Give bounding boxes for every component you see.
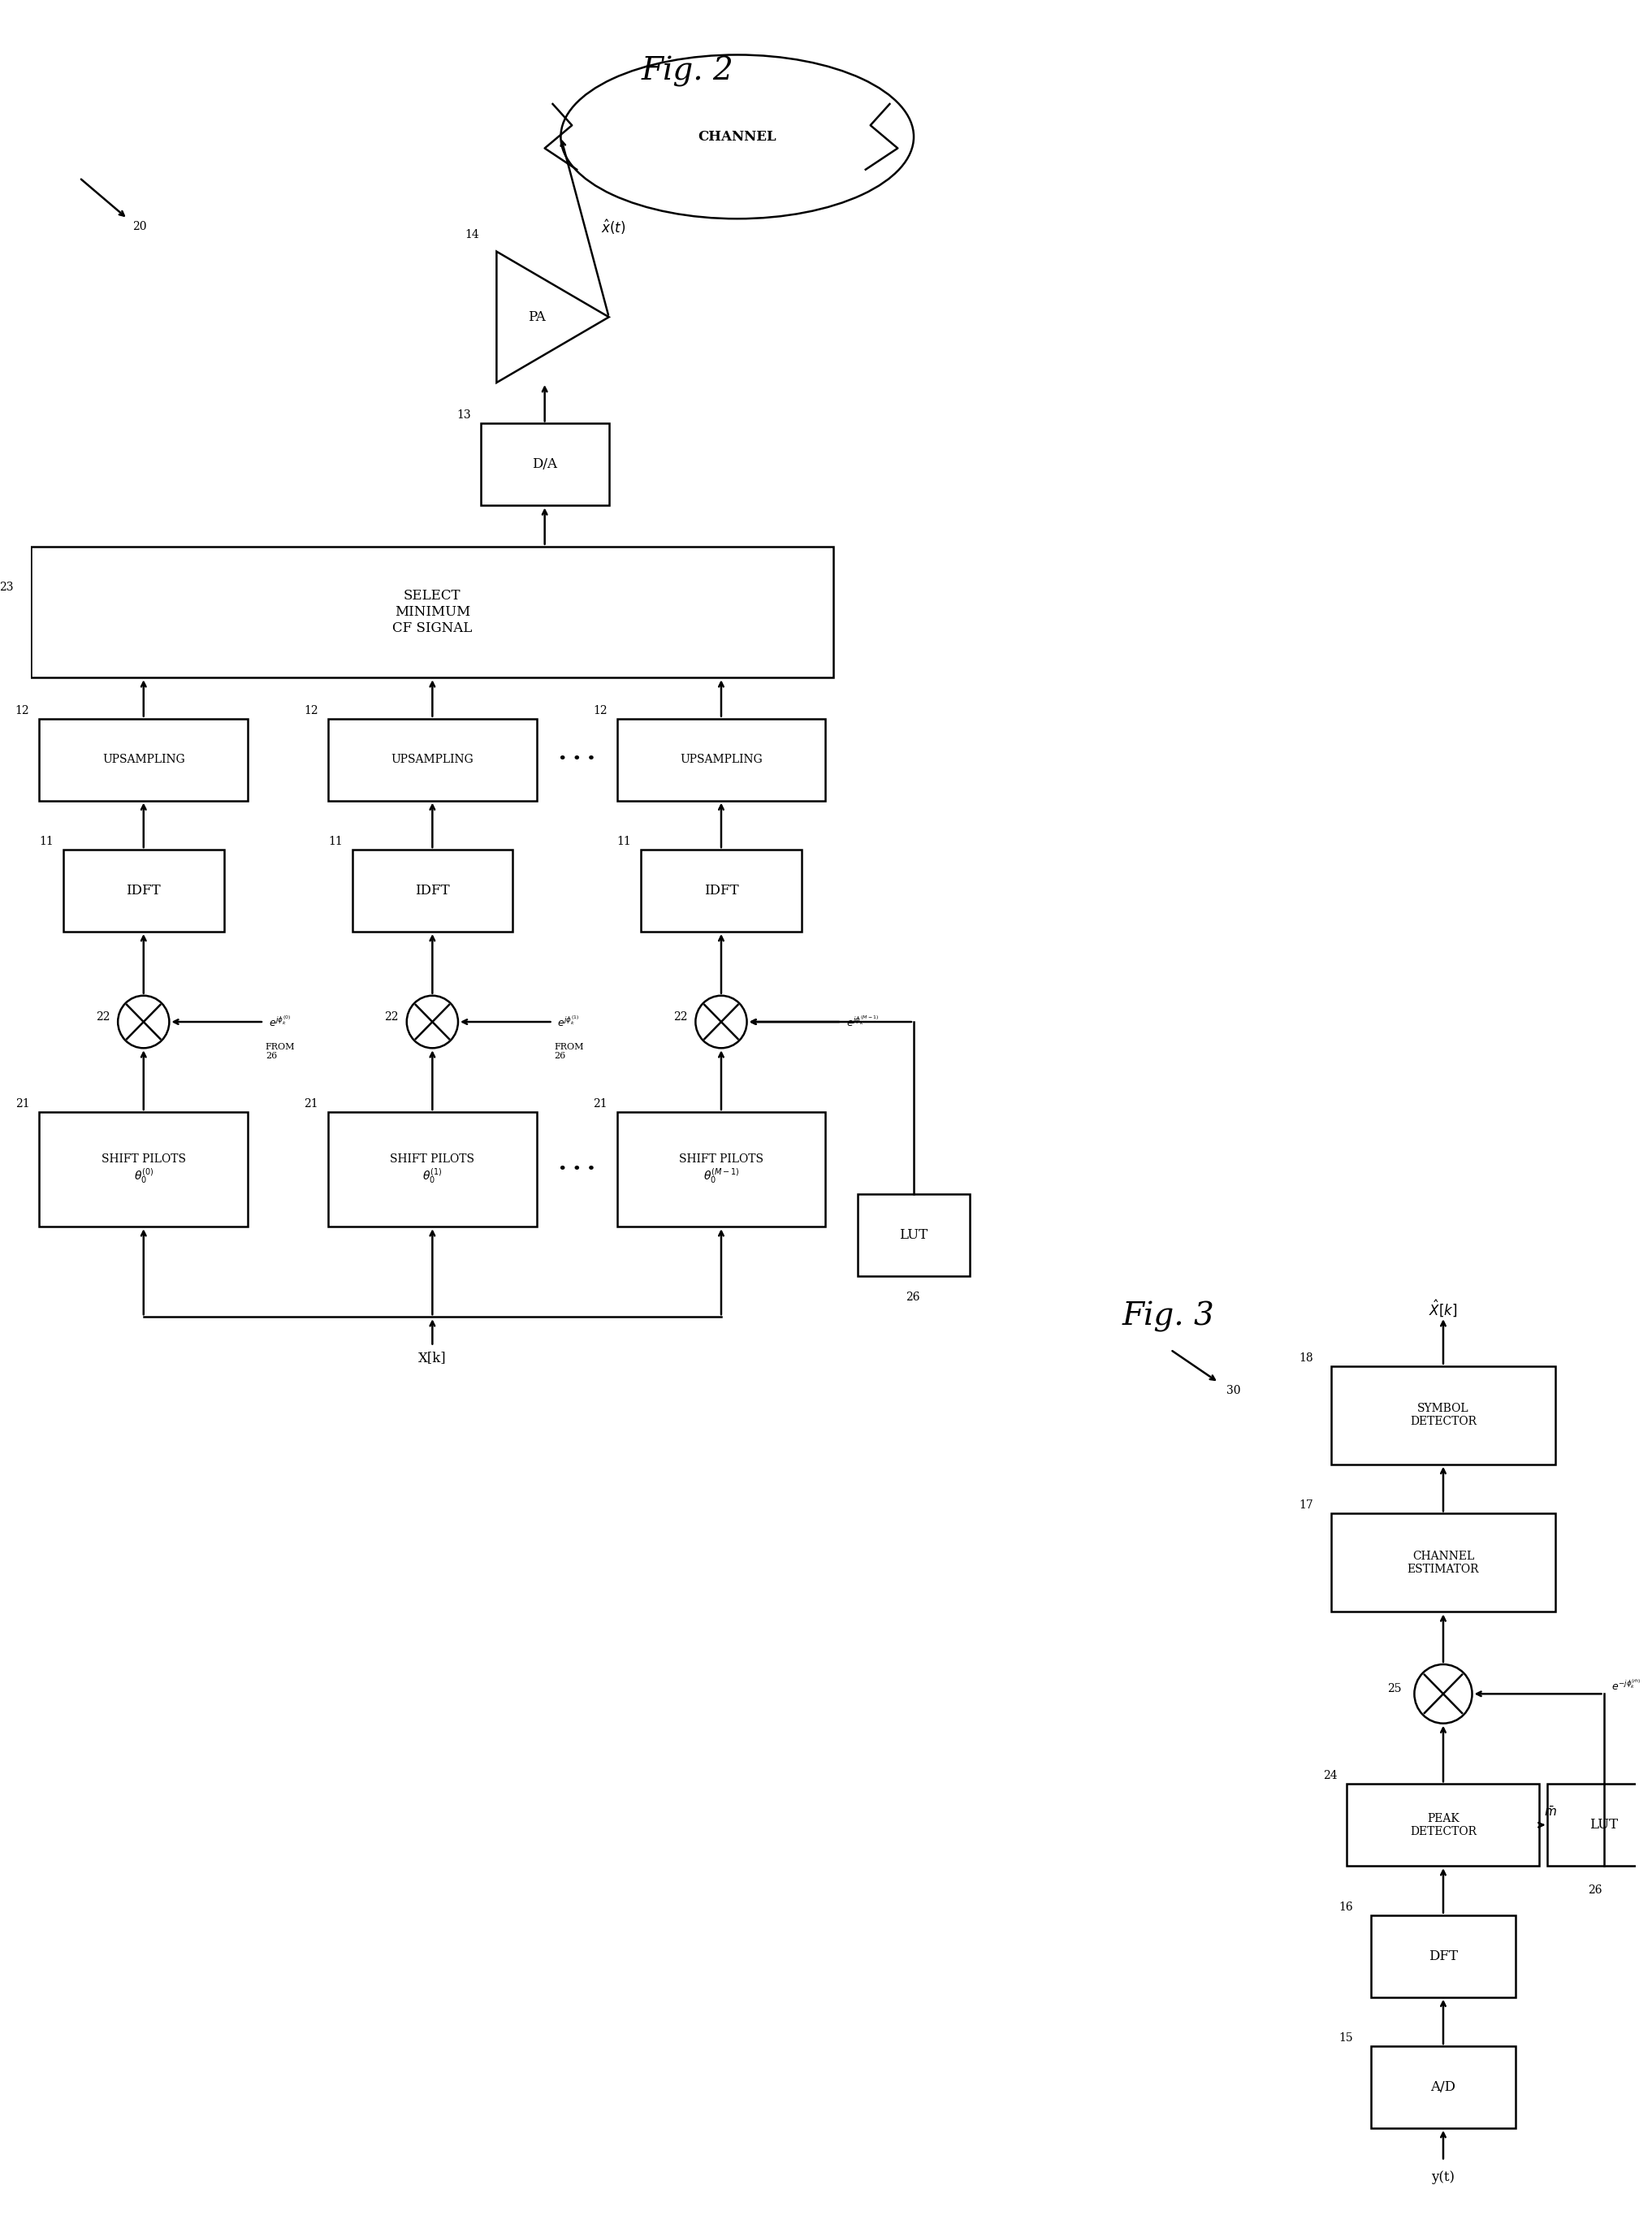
Text: PEAK
DETECTOR: PEAK DETECTOR <box>1409 1813 1477 1837</box>
Text: CHANNEL
ESTIMATOR: CHANNEL ESTIMATOR <box>1408 1550 1479 1575</box>
FancyBboxPatch shape <box>857 1194 970 1277</box>
Text: 13: 13 <box>456 409 471 420</box>
Text: 12: 12 <box>593 705 608 716</box>
Text: 22: 22 <box>96 1012 111 1023</box>
Text: $\hat{X}[k]$: $\hat{X}[k]$ <box>1429 1299 1457 1319</box>
Text: SYMBOL
DETECTOR: SYMBOL DETECTOR <box>1409 1403 1477 1428</box>
Text: • • •: • • • <box>558 752 596 767</box>
Text: A/D: A/D <box>1431 2079 1455 2095</box>
Text: 26: 26 <box>1588 1886 1602 1897</box>
Text: FROM
26: FROM 26 <box>555 1043 583 1061</box>
FancyBboxPatch shape <box>40 1112 248 1228</box>
Text: LUT: LUT <box>1589 1817 1617 1833</box>
FancyBboxPatch shape <box>1371 2046 1515 2128</box>
FancyBboxPatch shape <box>481 423 610 505</box>
Text: D/A: D/A <box>532 458 557 471</box>
Text: 30: 30 <box>1227 1386 1241 1397</box>
Text: 21: 21 <box>15 1099 30 1110</box>
Text: SHIFT PILOTS
$\theta_0^{(M-1)}$: SHIFT PILOTS $\theta_0^{(M-1)}$ <box>679 1154 763 1185</box>
Text: 26: 26 <box>905 1292 920 1303</box>
Text: 14: 14 <box>464 229 479 240</box>
Text: 25: 25 <box>1388 1684 1401 1695</box>
Text: CHANNEL: CHANNEL <box>699 129 776 145</box>
Text: UPSAMPLING: UPSAMPLING <box>392 754 474 765</box>
FancyBboxPatch shape <box>1371 1915 1515 1997</box>
Text: DFT: DFT <box>1429 1948 1457 1964</box>
Text: 12: 12 <box>304 705 319 716</box>
Text: SELECT
MINIMUM
CF SIGNAL: SELECT MINIMUM CF SIGNAL <box>393 589 472 634</box>
Text: 20: 20 <box>132 220 147 234</box>
Text: 24: 24 <box>1323 1770 1336 1781</box>
Text: X[k]: X[k] <box>418 1350 446 1366</box>
Text: 23: 23 <box>0 583 13 594</box>
Text: 17: 17 <box>1298 1499 1313 1510</box>
FancyBboxPatch shape <box>1332 1515 1556 1612</box>
Text: 21: 21 <box>304 1099 319 1110</box>
Text: 21: 21 <box>593 1099 608 1110</box>
Text: 12: 12 <box>15 705 30 716</box>
Text: 11: 11 <box>329 836 342 847</box>
Text: $e^{j\phi_k^{(0)}}$: $e^{j\phi_k^{(0)}}$ <box>269 1014 291 1030</box>
FancyBboxPatch shape <box>616 1112 826 1228</box>
Text: y(t): y(t) <box>1431 2171 1455 2184</box>
Text: $\hat{x}(t)$: $\hat{x}(t)$ <box>601 218 626 236</box>
Text: LUT: LUT <box>899 1228 928 1241</box>
Text: 22: 22 <box>674 1012 687 1023</box>
Text: SHIFT PILOTS
$\theta_0^{(1)}$: SHIFT PILOTS $\theta_0^{(1)}$ <box>390 1154 474 1185</box>
FancyBboxPatch shape <box>329 718 537 801</box>
FancyBboxPatch shape <box>616 718 826 801</box>
Text: FROM
26: FROM 26 <box>266 1043 296 1061</box>
Text: $e^{j\phi_k^{(1)}}$: $e^{j\phi_k^{(1)}}$ <box>557 1014 580 1030</box>
FancyBboxPatch shape <box>40 718 248 801</box>
Text: PA: PA <box>529 309 545 325</box>
Text: Fig. 2: Fig. 2 <box>641 56 733 87</box>
FancyBboxPatch shape <box>329 1112 537 1228</box>
Text: UPSAMPLING: UPSAMPLING <box>681 754 763 765</box>
Text: $e^{j\phi_k^{(M-1)}}$: $e^{j\phi_k^{(M-1)}}$ <box>846 1014 879 1030</box>
Text: $\bar{m}$: $\bar{m}$ <box>1545 1806 1558 1819</box>
Text: 16: 16 <box>1338 1902 1353 1913</box>
FancyBboxPatch shape <box>63 850 223 932</box>
Text: IDFT: IDFT <box>126 883 160 898</box>
Text: 18: 18 <box>1298 1352 1313 1363</box>
Text: $e^{-j\phi_k^{(\bar{m})}}$: $e^{-j\phi_k^{(\bar{m})}}$ <box>1612 1679 1642 1692</box>
Text: IDFT: IDFT <box>415 883 449 898</box>
Text: • • •: • • • <box>558 1163 596 1176</box>
FancyBboxPatch shape <box>1548 1784 1652 1866</box>
Text: 15: 15 <box>1338 2033 1353 2044</box>
Text: Fig. 3: Fig. 3 <box>1122 1301 1214 1332</box>
FancyBboxPatch shape <box>1332 1366 1556 1463</box>
Text: 22: 22 <box>385 1012 398 1023</box>
FancyBboxPatch shape <box>352 850 512 932</box>
Text: 11: 11 <box>40 836 53 847</box>
Text: SHIFT PILOTS
$\theta_0^{(0)}$: SHIFT PILOTS $\theta_0^{(0)}$ <box>101 1154 185 1185</box>
Text: 11: 11 <box>616 836 631 847</box>
FancyBboxPatch shape <box>31 547 834 678</box>
Text: IDFT: IDFT <box>704 883 738 898</box>
FancyBboxPatch shape <box>641 850 801 932</box>
FancyBboxPatch shape <box>1346 1784 1540 1866</box>
Text: UPSAMPLING: UPSAMPLING <box>102 754 185 765</box>
